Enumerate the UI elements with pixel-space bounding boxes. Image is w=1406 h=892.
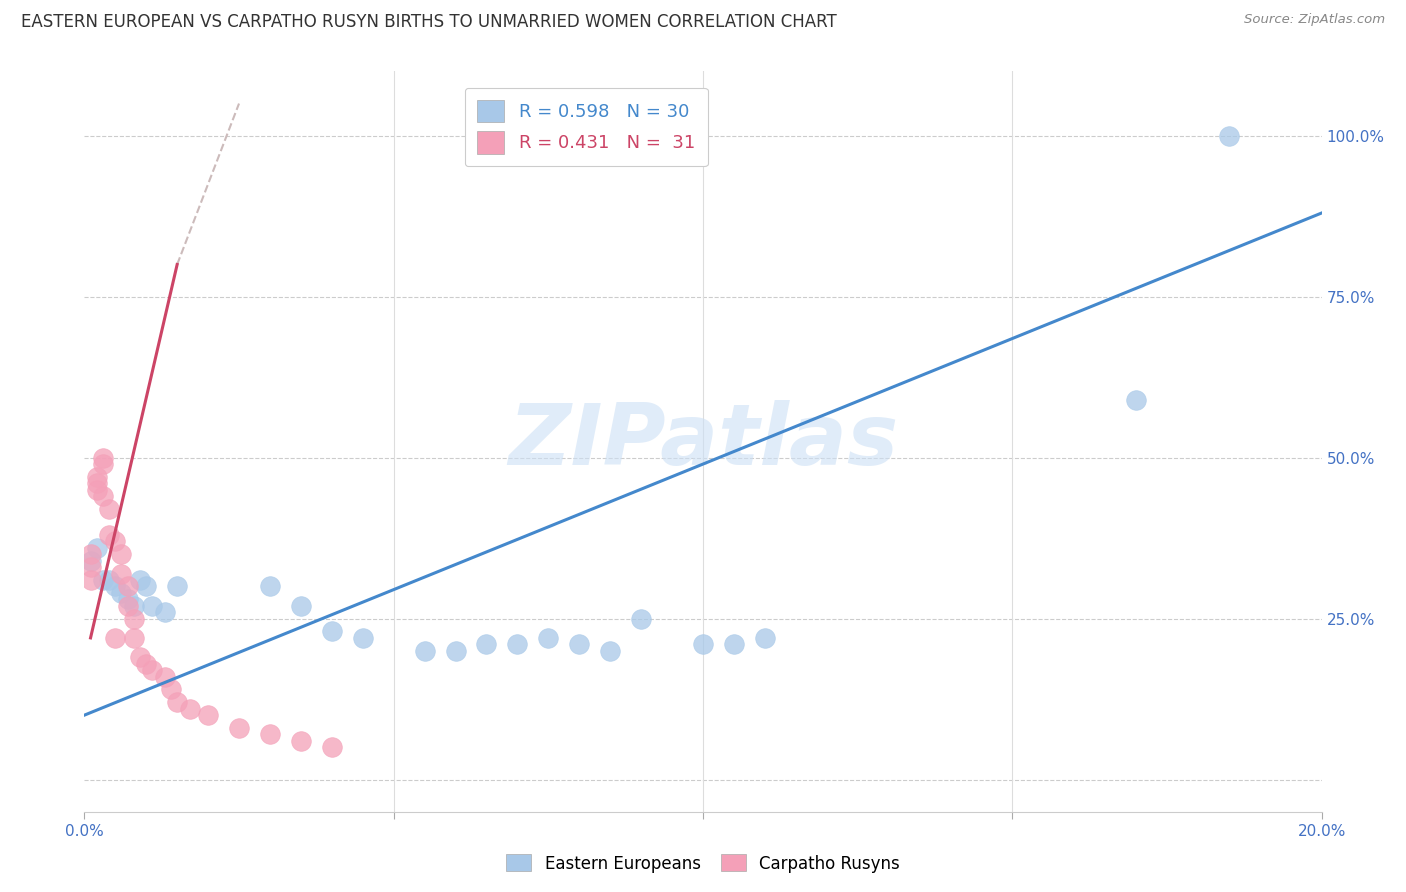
- Point: [166, 695, 188, 709]
- Point: [98, 528, 121, 542]
- Point: [110, 547, 132, 561]
- Point: [91, 457, 114, 471]
- Point: [153, 669, 176, 683]
- Text: ZIPatlas: ZIPatlas: [508, 400, 898, 483]
- Point: [122, 611, 145, 625]
- Point: [506, 637, 529, 651]
- Point: [91, 573, 114, 587]
- Point: [98, 573, 121, 587]
- Point: [91, 450, 114, 465]
- Point: [1218, 128, 1240, 143]
- Point: [117, 579, 139, 593]
- Point: [723, 637, 745, 651]
- Point: [135, 657, 157, 671]
- Point: [86, 541, 108, 555]
- Point: [1125, 392, 1147, 407]
- Point: [110, 566, 132, 581]
- Point: [86, 483, 108, 497]
- Point: [352, 631, 374, 645]
- Point: [197, 708, 219, 723]
- Point: [86, 470, 108, 484]
- Point: [444, 644, 467, 658]
- Point: [568, 637, 591, 651]
- Point: [754, 631, 776, 645]
- Point: [104, 631, 127, 645]
- Point: [79, 560, 101, 574]
- Point: [179, 702, 201, 716]
- Point: [141, 663, 163, 677]
- Point: [321, 624, 343, 639]
- Text: EASTERN EUROPEAN VS CARPATHO RUSYN BIRTHS TO UNMARRIED WOMEN CORRELATION CHART: EASTERN EUROPEAN VS CARPATHO RUSYN BIRTH…: [21, 13, 837, 31]
- Point: [117, 592, 139, 607]
- Point: [228, 721, 250, 735]
- Point: [537, 631, 560, 645]
- Point: [91, 489, 114, 503]
- Point: [259, 579, 281, 593]
- Point: [122, 599, 145, 613]
- Point: [630, 611, 652, 625]
- Text: Source: ZipAtlas.com: Source: ZipAtlas.com: [1244, 13, 1385, 27]
- Point: [135, 579, 157, 593]
- Point: [321, 740, 343, 755]
- Legend: Eastern Europeans, Carpatho Rusyns: Eastern Europeans, Carpatho Rusyns: [499, 847, 907, 880]
- Point: [599, 644, 621, 658]
- Point: [141, 599, 163, 613]
- Point: [79, 547, 101, 561]
- Point: [110, 586, 132, 600]
- Legend: R = 0.598   N = 30, R = 0.431   N =  31: R = 0.598 N = 30, R = 0.431 N = 31: [464, 87, 707, 166]
- Point: [290, 599, 312, 613]
- Point: [160, 682, 183, 697]
- Point: [79, 573, 101, 587]
- Point: [98, 502, 121, 516]
- Point: [413, 644, 436, 658]
- Point: [166, 579, 188, 593]
- Point: [79, 554, 101, 568]
- Point: [104, 579, 127, 593]
- Point: [153, 605, 176, 619]
- Point: [692, 637, 714, 651]
- Point: [117, 599, 139, 613]
- Point: [86, 476, 108, 491]
- Point: [475, 637, 498, 651]
- Point: [122, 631, 145, 645]
- Point: [104, 534, 127, 549]
- Point: [129, 650, 152, 665]
- Point: [129, 573, 152, 587]
- Point: [290, 734, 312, 748]
- Point: [259, 727, 281, 741]
